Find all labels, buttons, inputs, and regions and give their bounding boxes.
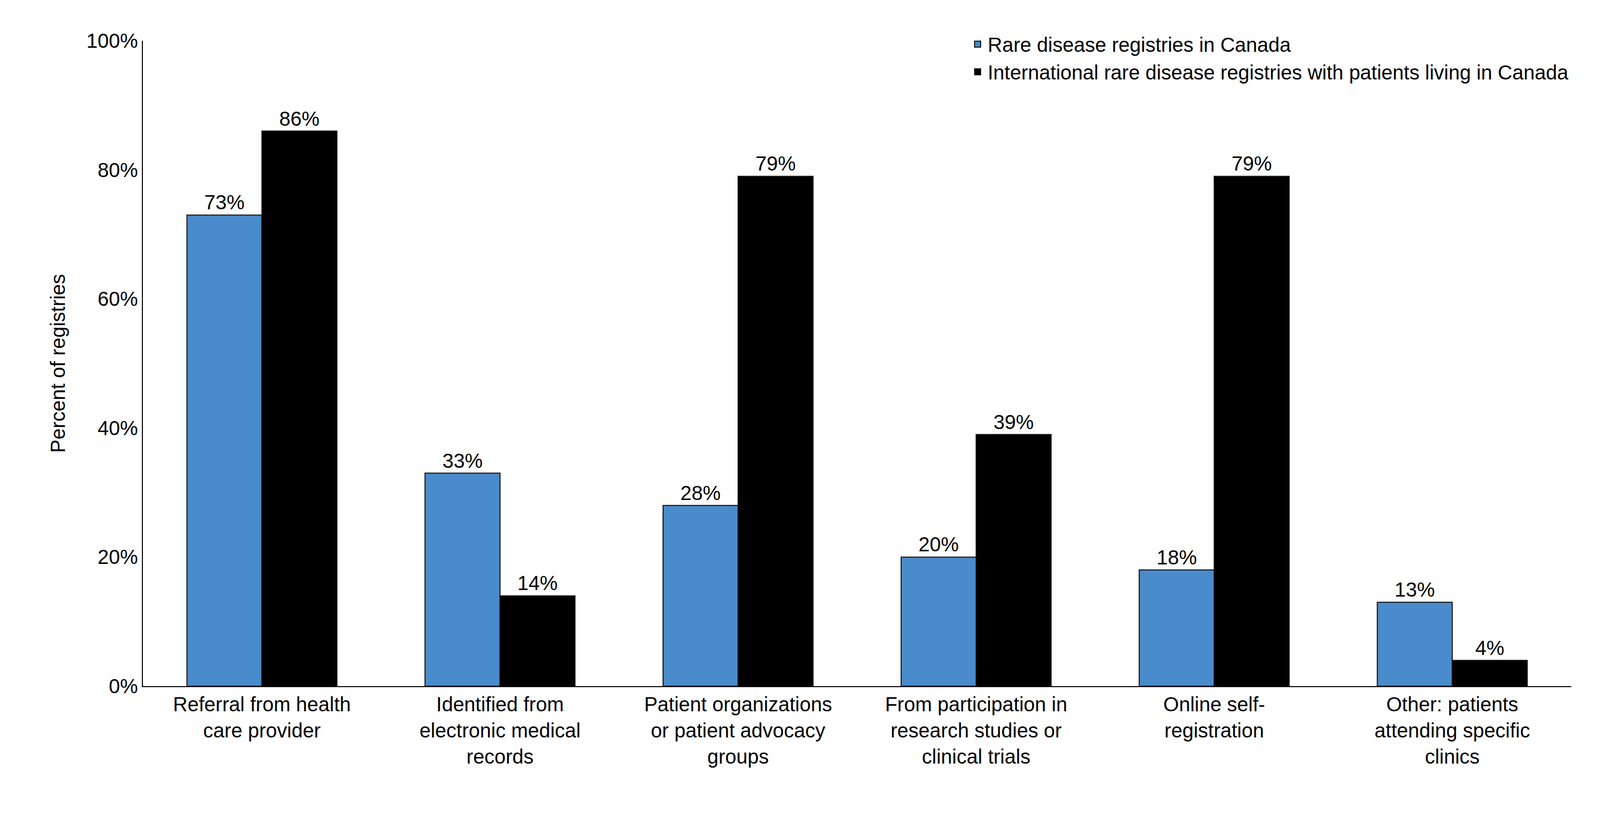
svg-text:40%: 40% (97, 417, 138, 440)
svg-text:86%: 86% (279, 107, 320, 130)
svg-text:79%: 79% (1231, 152, 1272, 175)
svg-text:79%: 79% (755, 152, 796, 175)
svg-text:33%: 33% (442, 449, 483, 472)
svg-text:Online self-registration: Online self-registration (1163, 693, 1265, 742)
svg-text:Other: patientsattending speci: Other: patientsattending specificclinics (1374, 693, 1531, 768)
svg-text:International rare disease reg: International rare disease registries wi… (987, 61, 1569, 84)
svg-text:From participation inresearch: From participation inresearch studies or… (885, 693, 1068, 768)
svg-text:73%: 73% (204, 191, 245, 214)
svg-text:80%: 80% (97, 158, 138, 182)
svg-text:39%: 39% (993, 411, 1034, 434)
svg-text:Patient organizationsor patien: Patient organizationsor patient advocacy… (644, 693, 833, 768)
svg-text:Identified fromelectronic medi: Identified fromelectronic medicalrecords (419, 693, 581, 768)
svg-text:20%: 20% (97, 545, 138, 569)
svg-text:Rare disease registries in Can: Rare disease registries in Canada (987, 33, 1292, 56)
svg-text:0%: 0% (108, 675, 138, 698)
svg-text:18%: 18% (1156, 546, 1197, 569)
svg-text:20%: 20% (918, 533, 959, 556)
svg-text:60%: 60% (97, 287, 138, 310)
svg-text:28%: 28% (680, 482, 721, 505)
svg-text:100%: 100% (86, 29, 138, 52)
svg-text:Referral from healthcare provi: Referral from healthcare provider (173, 693, 351, 742)
svg-text:4%: 4% (1475, 636, 1505, 660)
svg-text:13%: 13% (1394, 578, 1435, 601)
svg-text:14%: 14% (517, 572, 558, 595)
svg-text:Percent of registries: Percent of registries (46, 274, 69, 454)
